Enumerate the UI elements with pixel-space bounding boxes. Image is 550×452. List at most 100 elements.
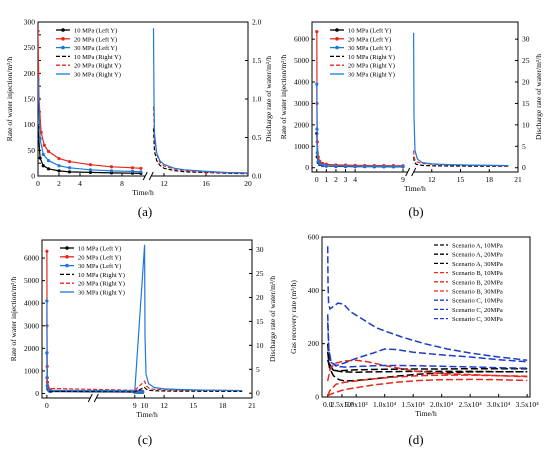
legend-entry: 20 MPa (Left Y) — [348, 36, 391, 43]
x-tick-label: 12 — [160, 401, 168, 410]
legend-entry: 20 MPa (Left Y) — [74, 36, 117, 43]
y-tick-label: 3000 — [294, 99, 309, 108]
x-axis-label: Time/h — [415, 409, 437, 418]
y-right-tick-label: 5 — [256, 365, 260, 374]
x-tick-label: 18 — [486, 175, 494, 184]
y-right-tick-label: 10 — [256, 341, 264, 350]
x-tick-label: 9 — [401, 175, 405, 184]
plot-area — [315, 30, 509, 169]
x-tick-label: 0 — [36, 179, 40, 188]
y-tick-label: 200 — [308, 339, 320, 348]
y-tick-label: 6000 — [24, 254, 39, 263]
x-tick-label: 3.5x10⁴ — [516, 400, 540, 409]
series-line-d-3 — [327, 374, 528, 396]
series-line-d-4 — [327, 378, 528, 397]
series-line-a-3 — [152, 128, 248, 175]
series-point — [38, 156, 42, 160]
legend-marker — [65, 254, 69, 259]
legend-marker — [65, 263, 69, 268]
series-point — [315, 127, 319, 131]
legend-entry: 10 MPa (Right Y) — [74, 54, 121, 61]
series-line-d-0 — [326, 359, 528, 372]
panel-label-b: (b) — [408, 204, 423, 219]
legend-marker — [65, 246, 69, 250]
series-point — [139, 170, 143, 174]
series-line-d-5 — [326, 359, 528, 382]
x-tick-label: 1.5x10⁴ — [402, 400, 426, 409]
legend-entry: 10 MPa (Left Y) — [78, 246, 121, 253]
series-point — [324, 163, 328, 168]
y-right-axis-label: Discharge rate of water/m³/h — [268, 276, 277, 362]
series-point — [363, 164, 367, 168]
series-line-c-5 — [46, 244, 243, 392]
y-tick-label: 150 — [24, 95, 36, 104]
y-axis-label: Rate of water injection/m³/h — [279, 54, 288, 139]
y-tick-label: 400 — [308, 286, 320, 295]
y-tick-label: 250 — [24, 43, 36, 52]
y-axis-label: Rate of water injection/m³/h — [9, 276, 18, 361]
series-point — [57, 164, 61, 168]
y-tick-label: 0 — [315, 393, 319, 402]
y-tick-label: 1000 — [24, 366, 39, 375]
series-point — [109, 169, 114, 173]
series-point — [315, 151, 319, 155]
series-point — [343, 164, 348, 168]
x-axis-label: Time/h — [132, 188, 154, 197]
series-point — [57, 156, 61, 161]
legend-entry: Scenario A, 30MPa — [452, 261, 503, 268]
plot-frame — [321, 236, 531, 398]
series-point — [139, 166, 143, 170]
x-tick-label: 1 — [324, 175, 328, 184]
y-tick-label: 200 — [24, 69, 36, 78]
x-tick-label: 18 — [219, 401, 227, 410]
series-point — [318, 162, 322, 166]
series-point — [38, 29, 40, 33]
series-point — [130, 166, 135, 170]
y-right-tick-label: 25 — [256, 269, 264, 278]
x-tick-label: 9 — [133, 401, 137, 410]
legend-entry: 20 MPa (Right Y) — [74, 63, 121, 70]
series-point — [45, 376, 49, 380]
x-tick-label: 0 — [45, 401, 49, 410]
legend-entry: Scenario B, 20MPa — [452, 279, 503, 286]
legend-entry: 20 MPa (Right Y) — [348, 63, 395, 70]
series-point — [46, 167, 51, 171]
y-right-tick-label: 30 — [522, 35, 530, 44]
y-right-tick-label: 0.5 — [252, 133, 262, 142]
legend-marker — [335, 45, 339, 50]
y-right-axis-label: Discharge rate of water/m³/h — [534, 54, 543, 140]
x-tick-label: 4 — [353, 175, 357, 184]
y-right-tick-label: 20 — [522, 78, 530, 87]
legend-entry: Scenario A, 20MPa — [452, 252, 503, 259]
legend-entry: 10 MPa (Right Y) — [348, 54, 395, 61]
y-tick-label: 300 — [24, 18, 36, 27]
y-right-tick-label: 0 — [522, 163, 526, 172]
x-tick-label: 0.0 — [323, 400, 333, 409]
x-axis-label: Time/h — [404, 184, 426, 193]
x-tick-label: 2 — [334, 175, 338, 184]
legend-entry: 10 MPa (Left Y) — [74, 28, 117, 35]
legend-entry: 30 MPa (Right Y) — [348, 72, 395, 79]
series-line-d-6 — [326, 322, 528, 369]
y-tick-label: 6000 — [294, 35, 309, 44]
series-point — [88, 170, 93, 175]
y-right-tick-label: 1.0 — [252, 95, 262, 104]
x-tick-label: 15 — [457, 175, 465, 184]
series-line-b-0 — [316, 133, 403, 168]
legend-entry: 10 MPa (Right Y) — [78, 272, 125, 279]
series-point — [67, 160, 72, 164]
panel-c-chart: 0 9 10 12 15 18 210100020003000400050006000051… — [9, 239, 277, 419]
series-point — [45, 351, 49, 355]
y-tick-label: 1000 — [294, 142, 309, 151]
series-point — [316, 159, 320, 163]
y-right-tick-label: 1.5 — [252, 56, 262, 65]
panel-a-chart: 0 2 4 8 12 16 200501001502002503000.00.51.01.5… — [5, 18, 273, 198]
x-tick-label: 10 — [141, 401, 149, 410]
series-point — [334, 164, 338, 168]
y-tick-label: 2000 — [24, 344, 39, 353]
axis-break-mark — [411, 167, 417, 177]
series-point — [130, 169, 135, 173]
series-line-c-4 — [46, 378, 243, 392]
x-tick-label: 2.0x10⁴ — [430, 400, 454, 409]
